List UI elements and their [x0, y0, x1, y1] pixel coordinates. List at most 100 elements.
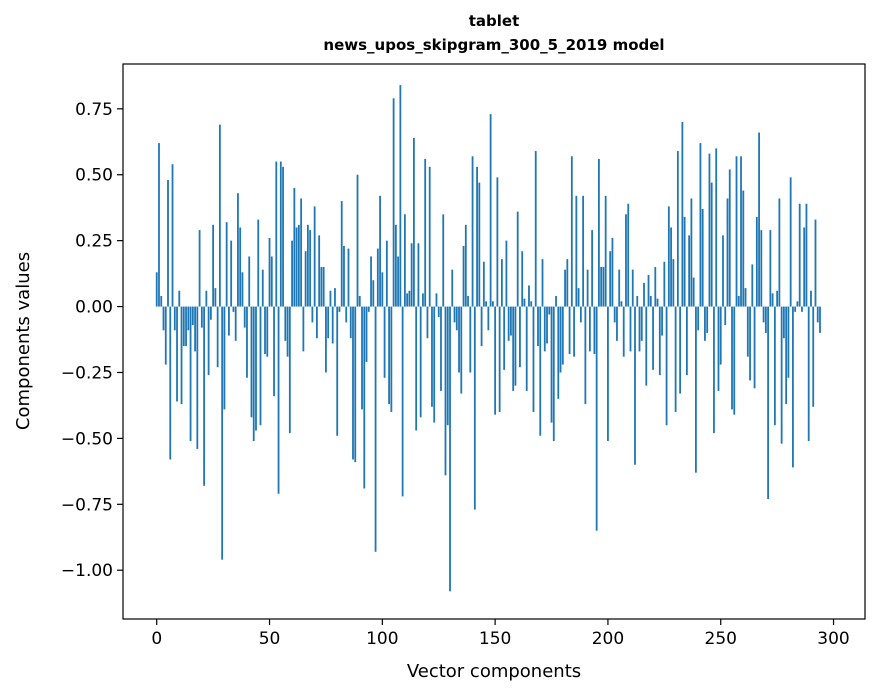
bar-243: [704, 306, 706, 341]
bar-215: [640, 306, 643, 341]
bar-78: [331, 306, 334, 344]
bar-106: [394, 224, 397, 307]
bar-90: [358, 296, 361, 307]
bar-181: [564, 269, 566, 307]
bar-107: [397, 256, 400, 307]
bar-102: [385, 240, 388, 307]
bar-280: [787, 306, 790, 378]
bar-122: [431, 306, 433, 407]
bar-179: [559, 306, 562, 373]
bar-81: [338, 306, 341, 312]
bar-104: [390, 306, 393, 413]
bar-246: [710, 182, 713, 307]
bars-group: [155, 85, 821, 592]
bar-85: [347, 248, 350, 307]
bar-240: [697, 306, 700, 331]
bar-47: [261, 269, 264, 307]
bar-94: [367, 306, 370, 312]
bar-2: [160, 296, 163, 307]
bar-232: [679, 306, 682, 394]
bar-134: [458, 306, 460, 373]
bar-30: [223, 306, 226, 410]
bar-183: [568, 306, 571, 355]
bar-284: [796, 301, 799, 307]
bar-127: [442, 214, 445, 307]
bar-202: [611, 238, 614, 307]
y-axis-ticks: −1.00 −0.75 −0.50 −0.25 0.00 0.25 0.50 0.75: [61, 100, 123, 581]
bar-44: [255, 306, 257, 431]
bar-260: [742, 190, 745, 307]
bar-172: [543, 306, 546, 352]
bar-293: [816, 306, 819, 323]
bar-161: [519, 306, 521, 368]
bar-195: [595, 306, 598, 531]
bar-123: [433, 306, 436, 423]
bar-97: [374, 306, 377, 552]
bar-27: [216, 306, 219, 368]
bar-155: [505, 240, 508, 307]
bar-86: [349, 306, 352, 339]
bar-156: [507, 306, 510, 341]
bar-68: [309, 230, 312, 307]
bar-167: [532, 306, 535, 413]
bar-21: [203, 306, 205, 486]
chart-subtitle: news_upos_skipgram_300_5_2019 model: [323, 36, 665, 54]
bar-32: [228, 306, 230, 336]
bar-29: [221, 306, 224, 560]
bar-16: [191, 306, 194, 326]
bar-233: [681, 122, 684, 307]
bar-49: [266, 306, 269, 357]
bar-45: [257, 219, 260, 307]
bar-159: [514, 306, 517, 386]
bar-98: [376, 248, 379, 307]
bar-56: [282, 166, 284, 307]
bar-143: [478, 182, 481, 307]
bar-14: [187, 306, 190, 331]
bar-4: [164, 306, 167, 365]
bar-139: [469, 306, 472, 373]
bar-144: [480, 306, 483, 347]
bar-132: [453, 306, 456, 323]
bar-217: [645, 306, 648, 386]
bar-259: [740, 156, 742, 307]
bar-151: [496, 177, 499, 307]
bar-286: [801, 306, 803, 312]
bar-61: [293, 187, 296, 307]
bar-227: [667, 206, 670, 307]
bar-26: [214, 288, 217, 307]
bar-258: [737, 296, 740, 307]
y-tick-label: 0.00: [75, 298, 113, 318]
bar-175: [550, 306, 553, 423]
bar-205: [618, 269, 621, 307]
bar-83: [343, 245, 345, 307]
bar-209: [627, 203, 630, 307]
bar-88: [354, 306, 357, 463]
y-tick-label: −0.50: [61, 429, 113, 449]
bar-185: [573, 306, 575, 357]
bar-287: [803, 227, 806, 307]
bar-112: [408, 290, 411, 307]
bar-80: [336, 306, 339, 436]
bar-241: [699, 143, 702, 307]
bar-36: [237, 193, 239, 307]
bar-28: [218, 124, 221, 307]
y-tick-label: 0.50: [75, 166, 113, 186]
bar-73: [320, 267, 323, 307]
bar-103: [388, 306, 390, 405]
bar-290: [810, 290, 812, 307]
bar-210: [629, 306, 632, 352]
bar-206: [620, 301, 623, 307]
bar-224: [661, 306, 663, 336]
bar-252: [724, 306, 727, 326]
bar-62: [295, 227, 298, 307]
bar-60: [291, 240, 293, 307]
bar-269: [762, 306, 765, 323]
bar-15: [189, 306, 192, 442]
bar-173: [546, 306, 548, 344]
bar-177: [555, 296, 557, 307]
bar-52: [273, 306, 275, 397]
bar-39: [243, 306, 246, 328]
bar-247: [713, 306, 715, 434]
bar-12: [182, 306, 185, 347]
bar-121: [428, 166, 431, 307]
